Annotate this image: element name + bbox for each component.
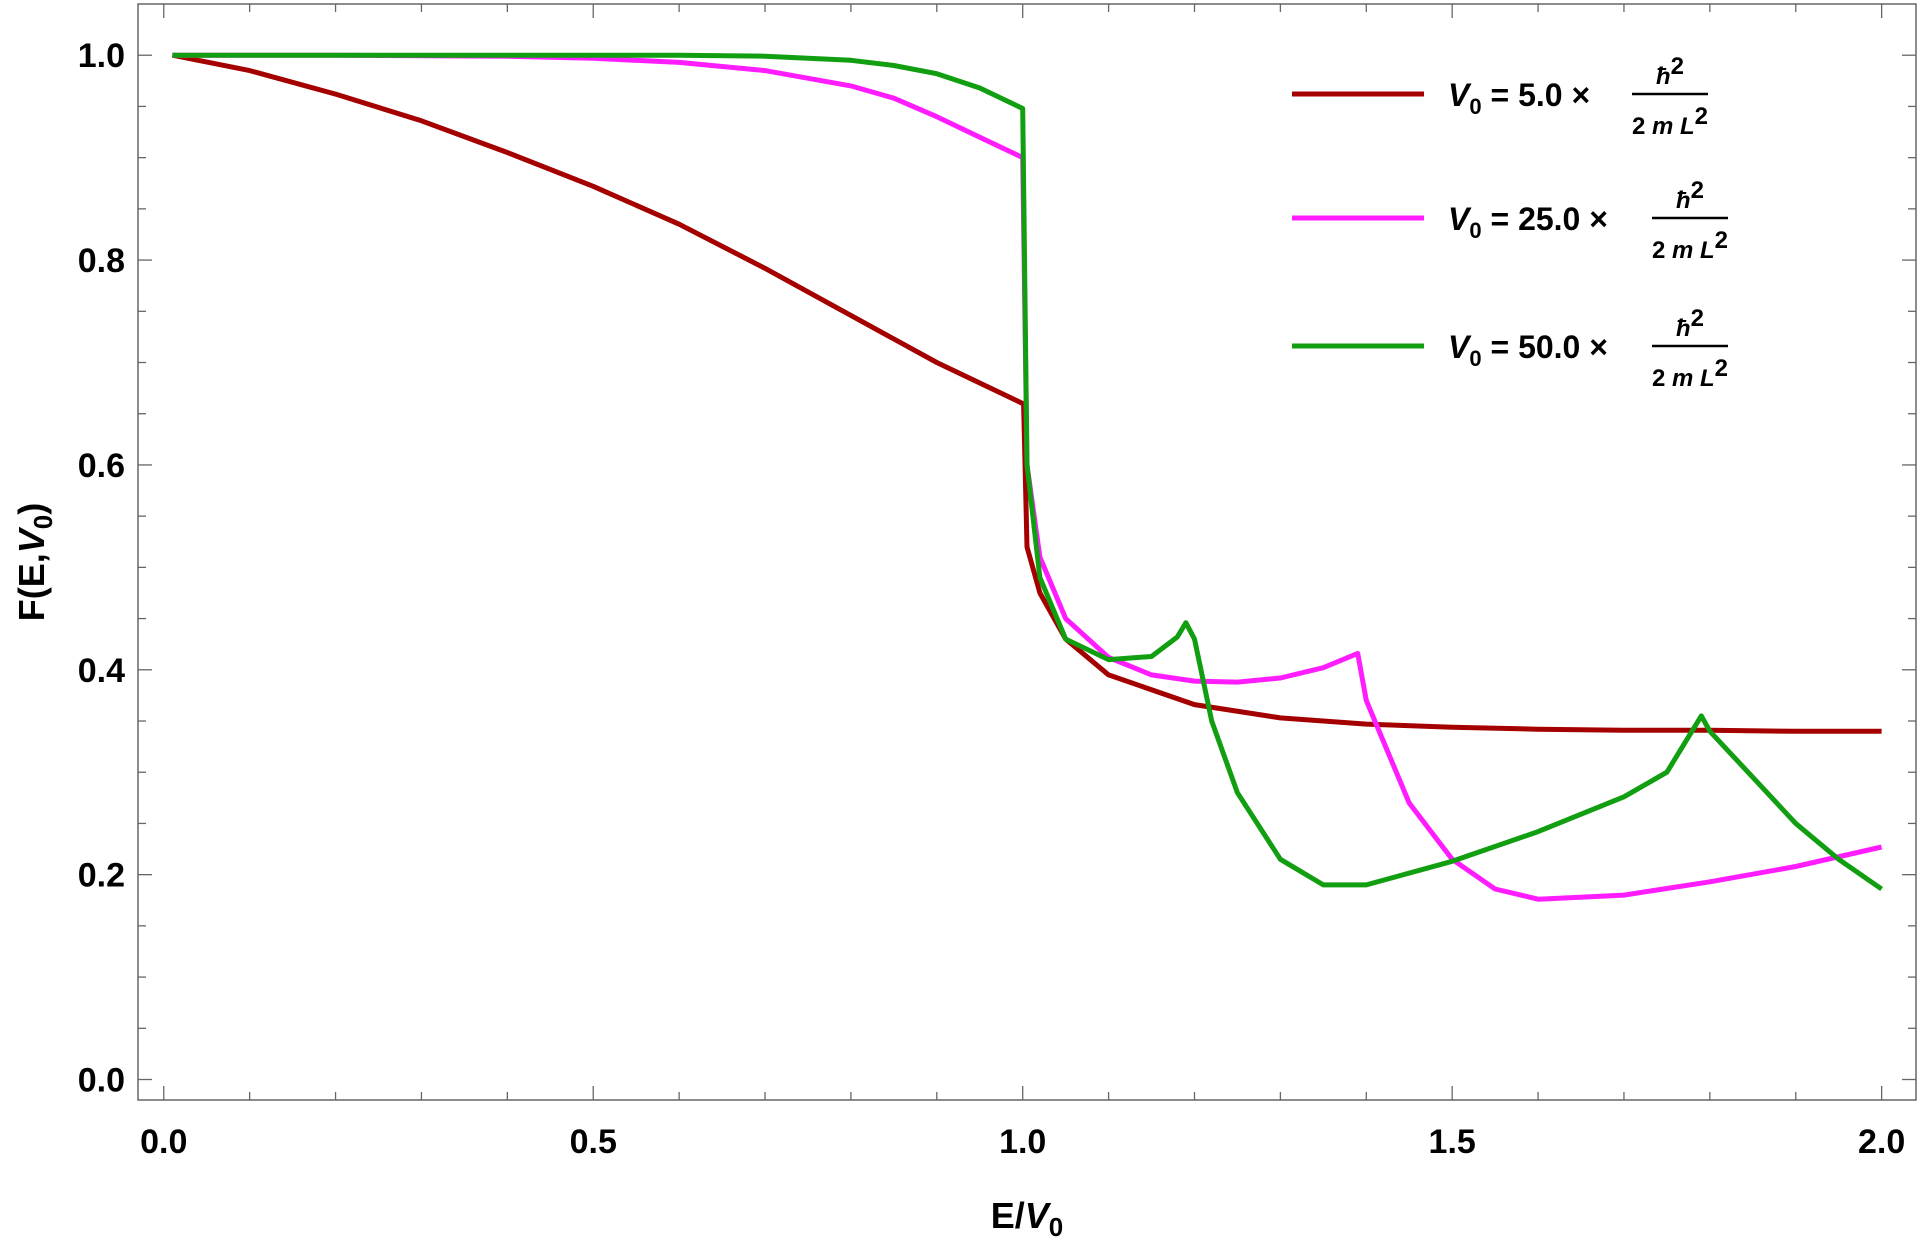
legend-fraction-numerator: ħ2 xyxy=(1676,305,1704,342)
legend-item-2: V0 = 25.0 × ħ2 2 m L2 xyxy=(1292,177,1728,264)
series-lines xyxy=(171,52,1884,902)
y-axis-ticks: 0.0 0.2 0.4 0.6 0.8 1.0 xyxy=(78,37,1916,1100)
x-tick-label: 0.5 xyxy=(570,1123,617,1161)
series-line-3 xyxy=(172,52,1884,892)
y-tick-label: 0.4 xyxy=(78,652,125,690)
legend-fraction-numerator: ħ2 xyxy=(1656,53,1684,90)
series-line-2 xyxy=(172,52,1883,902)
x-tick-label: 1.5 xyxy=(1429,1123,1476,1161)
plot-frame xyxy=(137,3,1917,1101)
legend-fraction-denominator: 2 m L2 xyxy=(1632,103,1708,140)
legend-label: V0 = 25.0 × xyxy=(1448,201,1608,243)
x-tick-label: 0.0 xyxy=(140,1123,187,1161)
x-axis-label: E/V0 xyxy=(991,1195,1064,1238)
legend-item-3: V0 = 50.0 × ħ2 2 m L2 xyxy=(1292,305,1728,392)
x-tick-label: 1.0 xyxy=(999,1123,1046,1161)
series-line-1 xyxy=(171,52,1882,734)
x-tick-label: 2.0 xyxy=(1858,1123,1905,1161)
x-axis-ticks: 0.0 0.5 1.0 1.5 2.0 xyxy=(140,4,1905,1161)
legend-label: V0 = 50.0 × xyxy=(1448,329,1608,371)
legend-fraction-denominator: 2 m L2 xyxy=(1652,227,1728,264)
y-tick-label: 0.0 xyxy=(78,1062,125,1100)
y-tick-label: 1.0 xyxy=(78,37,125,75)
legend-fraction-denominator: 2 m L2 xyxy=(1652,355,1728,392)
y-tick-label: 0.2 xyxy=(78,857,125,895)
y-axis-label: F(E,V0) xyxy=(11,503,58,621)
legend-label: V0 = 5.0 × xyxy=(1448,77,1590,119)
legend-item-1: V0 = 5.0 × ħ2 2 m L2 xyxy=(1292,53,1708,140)
y-tick-label: 0.8 xyxy=(78,242,125,280)
legend-fraction-numerator: ħ2 xyxy=(1676,177,1704,214)
y-tick-label: 0.6 xyxy=(78,447,125,485)
